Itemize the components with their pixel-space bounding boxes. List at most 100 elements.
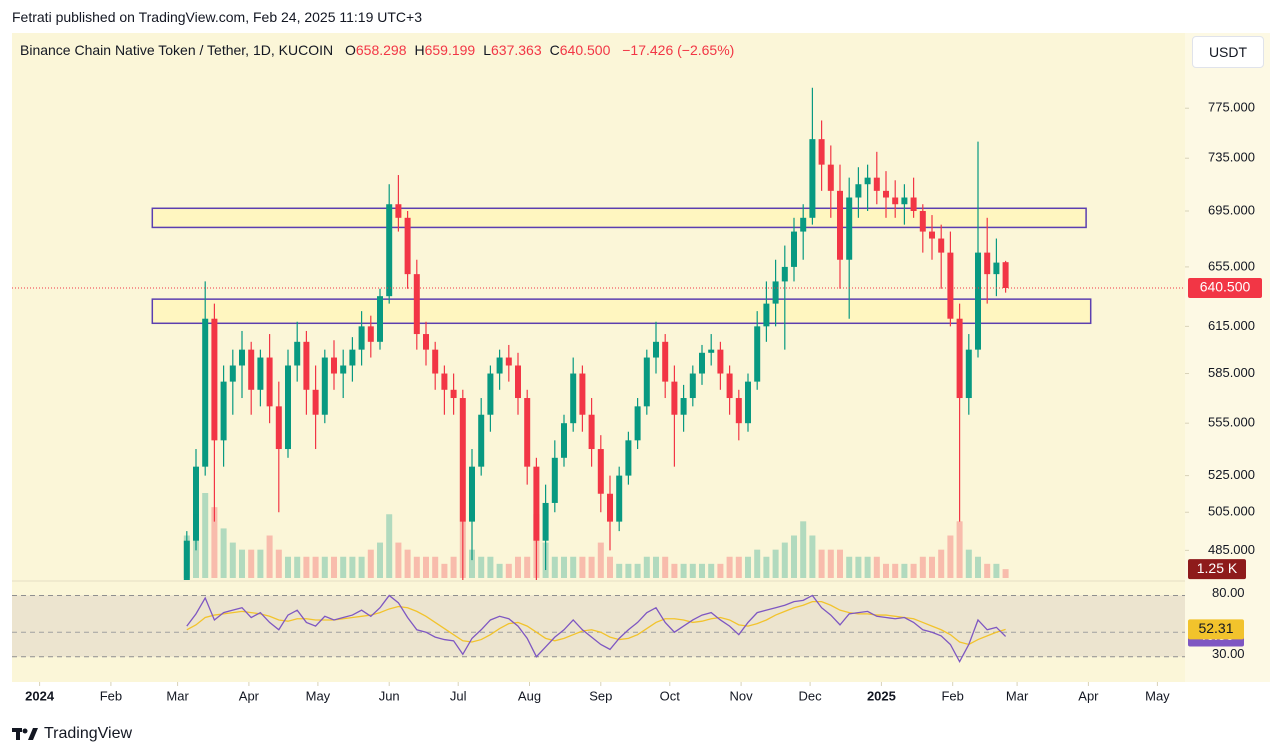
candle-body	[791, 231, 797, 267]
volume-bar	[285, 556, 291, 578]
candle-body	[625, 440, 632, 476]
y-tick-label: 555.000	[1208, 415, 1255, 430]
volume-bar	[312, 556, 319, 578]
volume-bar	[450, 556, 457, 578]
candle-body	[653, 341, 659, 358]
volume-bar	[634, 563, 641, 578]
volume-bar	[745, 556, 751, 578]
volume-tag	[1188, 559, 1246, 580]
volume-bar	[653, 556, 659, 578]
candle-body	[717, 349, 724, 374]
volume-bar	[266, 535, 273, 578]
x-tick-label: Feb	[941, 688, 963, 703]
volume-bar	[404, 549, 411, 578]
volume-tag-label: 1.25 K	[1197, 560, 1238, 576]
volume-bar	[864, 556, 871, 578]
candle-body	[248, 349, 255, 390]
candle-body	[910, 197, 917, 211]
ohlc-key: C	[549, 42, 560, 58]
candle-body	[239, 349, 245, 366]
volume-bar	[772, 549, 779, 578]
candle-body	[294, 341, 301, 366]
volume-bar	[735, 556, 742, 578]
volume-bar	[993, 563, 1000, 578]
volume-bar	[800, 521, 807, 578]
change-label: −17.426 (−2.65%)	[622, 42, 735, 58]
candle-body	[220, 381, 227, 441]
y-tick-label: 655.000	[1208, 258, 1255, 273]
volume-bar	[193, 514, 199, 578]
volume-bar	[662, 556, 669, 578]
volume-bar	[975, 556, 981, 578]
volume-bar	[183, 535, 190, 578]
x-tick-label: 2024	[25, 688, 55, 703]
ohlc-key: L	[483, 42, 492, 58]
candle-body	[413, 274, 420, 335]
rsi-ma-line	[186, 600, 1006, 646]
volume-bar	[984, 563, 991, 578]
candle-body	[441, 373, 448, 390]
volume-bar	[956, 521, 963, 578]
volume-bar	[892, 563, 899, 578]
volume-bar	[220, 528, 227, 578]
volume-bar	[239, 549, 245, 578]
publish-note: Fetrati published on TradingView.com, Fe…	[12, 9, 423, 25]
rsi-tag-label: 52.31	[1198, 620, 1233, 636]
x-tick-label: May	[1145, 688, 1170, 703]
candle-body	[938, 238, 945, 253]
symbol-title: Binance Chain Native Token / Tether, 1D,…	[20, 42, 334, 58]
candle-body	[947, 252, 954, 319]
volume-bar	[901, 563, 908, 578]
candle-body	[423, 334, 429, 350]
rsi-line	[186, 594, 1007, 664]
candle-body	[892, 197, 899, 205]
last-price-label: 640.500	[1200, 279, 1251, 295]
candle-body	[754, 326, 761, 382]
candle-body	[616, 475, 623, 522]
candle-body	[708, 349, 715, 353]
candle-body	[340, 365, 347, 374]
price-pane	[151, 87, 1092, 580]
volume-bar	[515, 556, 521, 578]
volume-bar	[717, 563, 724, 578]
x-tick-label: Apr	[239, 688, 260, 703]
rsi-tick-label: 30.00	[1212, 646, 1245, 661]
candle-body	[193, 466, 199, 541]
volume-bar	[561, 556, 567, 578]
candle-body	[275, 406, 282, 450]
volume-bar	[358, 556, 365, 578]
rsi-band	[12, 595, 1185, 657]
volume-bar	[340, 556, 347, 578]
candle-body	[634, 406, 641, 441]
candle-body	[561, 423, 567, 458]
candle-body	[478, 414, 485, 467]
candle-body	[266, 357, 273, 407]
candle-body	[570, 373, 577, 424]
volume-bar	[1002, 569, 1009, 578]
x-tick-label: Jul	[450, 688, 467, 703]
x-tick-label: Mar	[1006, 688, 1029, 703]
volume-bar	[947, 535, 954, 578]
x-tick-label: Dec	[799, 688, 823, 703]
volume-bar	[818, 549, 825, 578]
candle-body	[818, 139, 825, 165]
volume-bar	[929, 556, 935, 578]
candle-body	[505, 357, 512, 366]
chart-background	[12, 33, 1185, 682]
y-tick-label: 735.000	[1208, 150, 1255, 165]
candle-body	[551, 457, 558, 503]
currency-button[interactable]: USDT	[1192, 36, 1264, 68]
candle-body	[377, 296, 383, 342]
volume-bar	[763, 556, 770, 578]
volume-bar	[883, 563, 889, 578]
volume-bar	[275, 549, 282, 578]
volume-bar	[202, 493, 209, 578]
volume-bar	[377, 542, 383, 578]
volume-bar	[680, 563, 687, 578]
volume-bar	[349, 556, 356, 578]
candle-body	[579, 373, 586, 415]
candle-body	[855, 184, 862, 198]
x-tick-label: Oct	[660, 688, 681, 703]
volume-bar	[496, 563, 503, 578]
candle-body	[533, 466, 540, 541]
